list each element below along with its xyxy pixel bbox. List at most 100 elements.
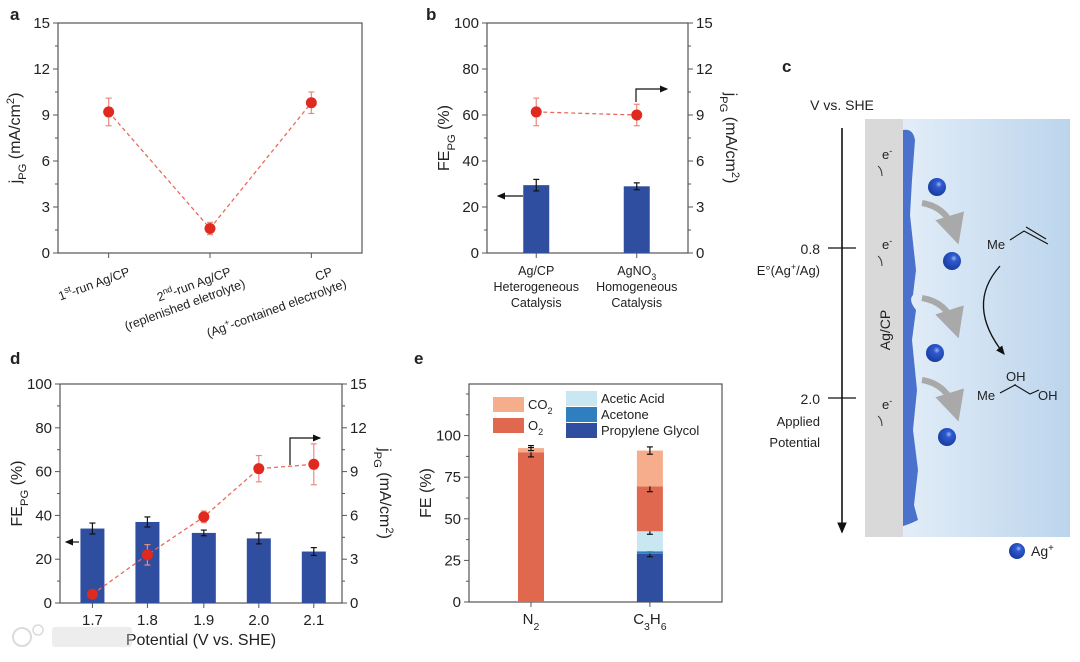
panel-letter: c — [782, 57, 791, 76]
text-segment: st — [62, 284, 72, 296]
text-segment: - — [889, 396, 892, 406]
text-segment: 6 — [661, 621, 667, 633]
text-segment: 3 — [651, 272, 656, 282]
bar — [191, 532, 216, 603]
silver-film — [903, 129, 918, 526]
panel-letter: d — [10, 349, 20, 368]
text-segment: + — [1048, 543, 1054, 554]
y2-tick-label: 3 — [696, 199, 704, 216]
electrolyte — [903, 119, 1070, 537]
legend-label: CO2 — [528, 397, 553, 416]
x-category-label: Homogeneous — [596, 280, 677, 294]
legend-swatch — [493, 418, 524, 433]
migration-arrow — [921, 377, 965, 422]
y2-tick-label: 6 — [696, 153, 704, 170]
text-segment: C — [633, 611, 644, 628]
text-segment: Heterogeneous — [494, 280, 579, 294]
y2-tick-label: 3 — [350, 551, 358, 568]
text-segment: 2.1 — [303, 612, 324, 629]
legend-label: Propylene Glycol — [601, 423, 699, 438]
potential-note: Applied — [777, 414, 820, 429]
stacked-bar-segment — [636, 486, 663, 532]
text-segment: j — [7, 180, 24, 185]
text-segment: PG — [446, 134, 458, 150]
text-segment: PG — [717, 96, 729, 112]
data-point — [141, 549, 153, 561]
text-segment: j — [722, 92, 739, 97]
text-segment: e — [882, 397, 889, 412]
panel-letter: a — [10, 5, 20, 24]
y-tick-label: 12 — [33, 61, 50, 78]
propene-structure — [1009, 226, 1049, 245]
data-point — [198, 511, 210, 523]
text-segment: 2 — [383, 527, 395, 533]
legend-label: Acetone — [601, 407, 649, 422]
text-segment: ) — [376, 534, 393, 539]
series-line — [536, 111, 637, 116]
y-tick-label: 0 — [471, 245, 479, 262]
text-segment: 1.8 — [137, 612, 158, 629]
text-segment: e — [882, 237, 889, 252]
migration-arrow — [921, 200, 965, 245]
legend-label: Acetic Acid — [601, 391, 665, 406]
text-segment: + — [223, 317, 231, 328]
bar — [246, 538, 271, 603]
y2-tick-label: 15 — [696, 15, 713, 32]
y2-tick-label: 12 — [350, 420, 367, 437]
data-point — [305, 97, 317, 109]
y-tick-label: 100 — [27, 376, 52, 393]
data-point — [530, 106, 542, 118]
y-axis-title: FEPG (%) — [9, 461, 31, 527]
x-category-label: AgNO3 — [617, 264, 656, 282]
legend-label: Ag+ — [1031, 543, 1054, 560]
electron-arrow — [877, 255, 883, 267]
text-segment: PG — [17, 164, 29, 180]
legend-swatch — [493, 397, 524, 412]
y-tick-label: 60 — [35, 464, 52, 481]
text-segment: j — [376, 447, 393, 452]
text-segment: (mA/cm — [7, 104, 24, 164]
text-segment: Acetone — [601, 407, 649, 422]
text-segment: (mA/cm — [376, 468, 393, 528]
text-segment: -contained electrolyte) — [228, 277, 348, 332]
text-segment: 2 — [5, 98, 17, 104]
y2-tick-label: 0 — [350, 595, 358, 612]
x-category-label: Ag/CP — [518, 264, 554, 278]
migration-arrow — [921, 295, 964, 339]
text-segment: CO — [528, 397, 548, 412]
y-tick-label: 0 — [453, 594, 461, 611]
panel-c-diagram: cV vs. SHE0.8E°(Ag+/Ag)2.0AppliedPotenti… — [757, 57, 1070, 559]
y2-tick-label: 6 — [350, 507, 358, 524]
data-point — [204, 222, 216, 234]
y-tick-label: 60 — [462, 107, 479, 124]
x-axis-title: Potential (V vs. SHE) — [126, 632, 276, 649]
series-line — [108, 102, 312, 230]
y-tick-label: 9 — [42, 107, 50, 124]
text-segment: ) — [7, 93, 24, 98]
text-segment: Catalysis — [511, 296, 562, 310]
silver-ion-sphere — [938, 428, 956, 446]
plot-frame — [57, 22, 363, 254]
y-tick-label: 100 — [436, 428, 461, 445]
stacked-bar-segment — [636, 450, 663, 487]
potential-note: Potential — [769, 435, 820, 450]
text-segment: ) — [722, 178, 739, 183]
potential-note: E°(Ag+/Ag) — [757, 262, 820, 278]
y-tick-label: 20 — [35, 551, 52, 568]
text-segment: 3 — [644, 621, 650, 633]
x-category-label: 1.8 — [137, 612, 158, 629]
x-category-label: CP — [313, 265, 334, 284]
text-segment: -run Ag/CP — [69, 265, 131, 299]
plot-frame — [468, 383, 723, 603]
product-oh-label: OH — [1038, 388, 1058, 403]
y-tick-label: 40 — [35, 507, 52, 524]
y2-tick-label: 0 — [696, 245, 704, 262]
stacked-bar-segment — [636, 551, 663, 554]
silver-ion-sphere — [928, 178, 946, 196]
text-segment: 2 — [548, 406, 553, 416]
text-segment: (mA/cm — [722, 112, 739, 172]
text-segment: 2.0 — [248, 612, 269, 629]
text-segment: E°(Ag — [757, 263, 791, 278]
stacked-bar-segment — [636, 553, 663, 602]
